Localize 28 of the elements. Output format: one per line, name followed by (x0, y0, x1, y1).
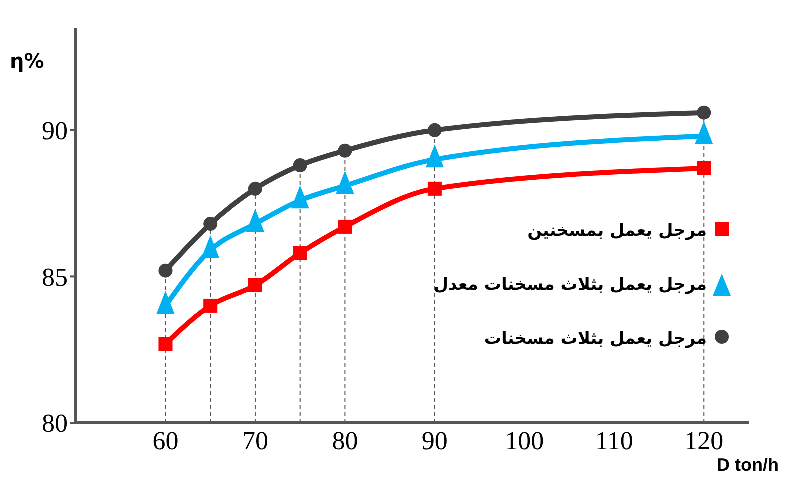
x-tick-label: 70 (242, 426, 268, 456)
point (697, 106, 712, 120)
point (248, 182, 262, 196)
x-tick-label: 90 (422, 426, 448, 456)
x-tick-label: 110 (595, 426, 634, 456)
point (158, 264, 173, 278)
x-tick-label: 120 (684, 426, 724, 456)
y-axis-title: η% (10, 49, 44, 73)
point (428, 123, 442, 138)
point (293, 158, 308, 173)
legend-label: مرجل يعمل بمسخنين (528, 221, 707, 241)
point (293, 246, 308, 260)
x-tick-label: 100 (505, 426, 544, 456)
point (338, 220, 352, 234)
y-tick-label: 85 (42, 262, 68, 292)
point (338, 144, 352, 158)
point (204, 217, 218, 232)
point (248, 278, 262, 292)
x-axis-title: D ton/h (717, 455, 779, 475)
point (158, 337, 173, 351)
y-tick-label: 90 (42, 116, 68, 146)
legend-label: مرجل يعمل بثلاث مسخنات معدل (434, 275, 707, 295)
x-tick-label: 80 (332, 426, 358, 456)
point (697, 161, 712, 176)
legend-label: مرجل يعمل بثلاث مسخنات (484, 329, 707, 349)
point (204, 298, 218, 313)
point (428, 182, 442, 196)
x-tick-label: 60 (152, 426, 179, 456)
